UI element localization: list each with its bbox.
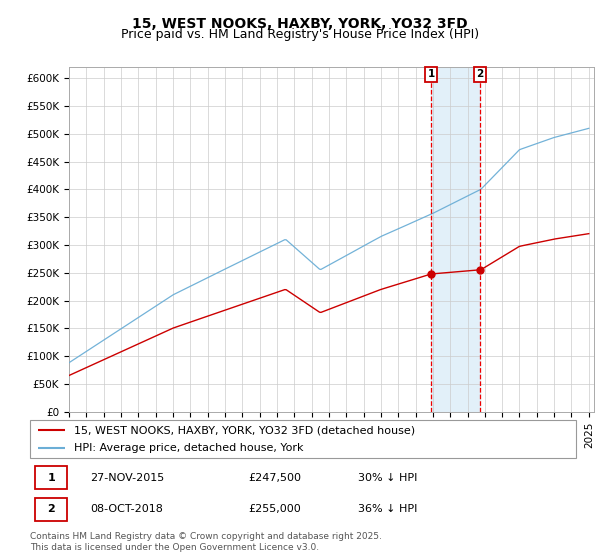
Bar — [35, 466, 67, 489]
Text: Price paid vs. HM Land Registry's House Price Index (HPI): Price paid vs. HM Land Registry's House … — [121, 28, 479, 41]
Text: 2: 2 — [47, 504, 55, 514]
Text: 27-NOV-2015: 27-NOV-2015 — [90, 473, 164, 483]
Text: £255,000: £255,000 — [248, 504, 301, 514]
Text: 15, WEST NOOKS, HAXBY, YORK, YO32 3FD: 15, WEST NOOKS, HAXBY, YORK, YO32 3FD — [132, 17, 468, 31]
Text: £247,500: £247,500 — [248, 473, 301, 483]
Text: Contains HM Land Registry data © Crown copyright and database right 2025.
This d: Contains HM Land Registry data © Crown c… — [30, 533, 382, 552]
Text: 36% ↓ HPI: 36% ↓ HPI — [358, 504, 417, 514]
Text: 2: 2 — [476, 69, 484, 80]
Bar — [431, 67, 480, 412]
Text: 30% ↓ HPI: 30% ↓ HPI — [358, 473, 417, 483]
Text: HPI: Average price, detached house, York: HPI: Average price, detached house, York — [74, 443, 303, 453]
Text: 08-OCT-2018: 08-OCT-2018 — [90, 504, 163, 514]
Text: 1: 1 — [47, 473, 55, 483]
Text: 15, WEST NOOKS, HAXBY, YORK, YO32 3FD (detached house): 15, WEST NOOKS, HAXBY, YORK, YO32 3FD (d… — [74, 425, 415, 435]
Text: 1: 1 — [427, 69, 434, 80]
Bar — [35, 498, 67, 521]
